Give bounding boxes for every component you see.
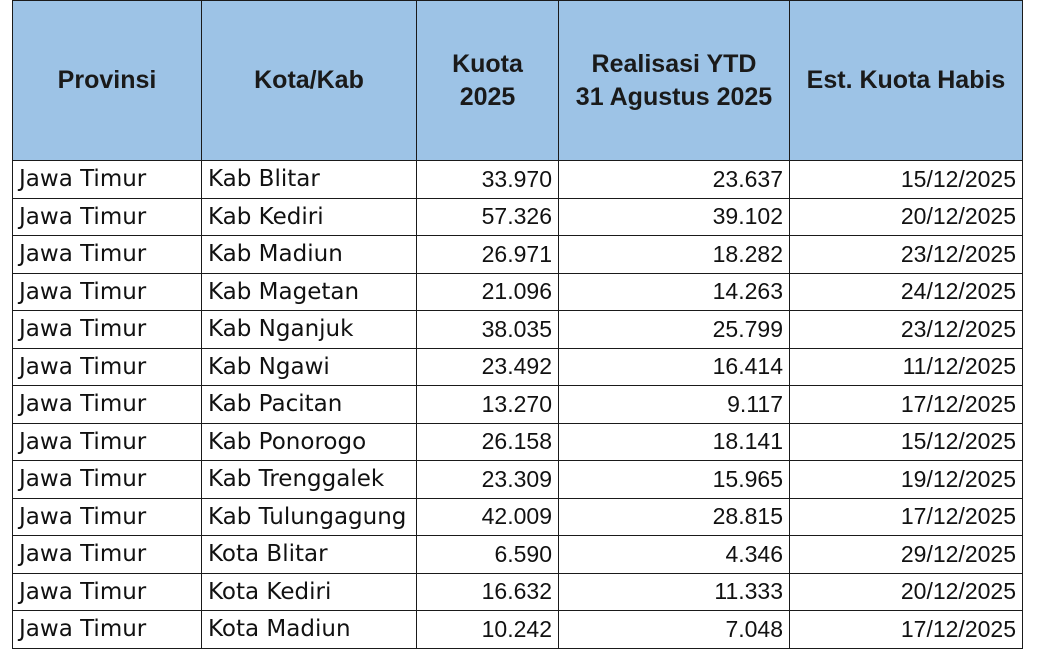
cell-provinsi[interactable]: Jawa Timur (12, 497, 202, 536)
cell-provinsi[interactable]: Jawa Timur (12, 347, 202, 386)
cell-provinsi[interactable]: Jawa Timur (12, 272, 202, 311)
cell-provinsi[interactable]: Jawa Timur (12, 160, 202, 199)
header-est-kuota-habis[interactable]: Est. Kuota Habis (789, 0, 1023, 161)
table-row: Jawa Timur Kab Nganjuk 38.035 25.799 23/… (12, 310, 1023, 349)
header-kuota-line2: 2025 (459, 82, 516, 111)
cell-realisasi[interactable]: 4.346 (558, 535, 790, 574)
cell-kota[interactable]: Kab Blitar (201, 160, 417, 199)
spreadsheet-area: Provinsi Kota/Kab Kuota 2025 Realisasi Y… (12, 0, 1024, 649)
cell-est[interactable]: 15/12/2025 (789, 160, 1023, 199)
header-kuota[interactable]: Kuota 2025 (416, 0, 559, 161)
cell-kota[interactable]: Kota Blitar (201, 535, 417, 574)
header-est-label: Est. Kuota Habis (806, 66, 1006, 94)
cell-provinsi[interactable]: Jawa Timur (12, 460, 202, 499)
header-kota-kab-label: Kota/Kab (254, 66, 364, 94)
cell-kota[interactable]: Kab Magetan (201, 272, 417, 311)
table-row: Jawa Timur Kab Magetan 21.096 14.263 24/… (12, 272, 1023, 311)
cell-kuota[interactable]: 23.309 (416, 460, 559, 499)
cell-kuota[interactable]: 21.096 (416, 272, 559, 311)
cell-kuota[interactable]: 26.971 (416, 235, 559, 274)
quota-table: Provinsi Kota/Kab Kuota 2025 Realisasi Y… (12, 0, 1023, 649)
cell-kuota[interactable]: 26.158 (416, 422, 559, 461)
cell-est[interactable]: 17/12/2025 (789, 610, 1023, 649)
header-realisasi[interactable]: Realisasi YTD 31 Agustus 2025 (558, 0, 790, 161)
cell-kuota[interactable]: 23.492 (416, 347, 559, 386)
cell-provinsi[interactable]: Jawa Timur (12, 235, 202, 274)
cell-est[interactable]: 11/12/2025 (789, 347, 1023, 386)
cell-kuota[interactable]: 33.970 (416, 160, 559, 199)
cell-provinsi[interactable]: Jawa Timur (12, 610, 202, 649)
cell-kuota[interactable]: 16.632 (416, 572, 559, 611)
cell-realisasi[interactable]: 18.141 (558, 422, 790, 461)
cell-realisasi[interactable]: 28.815 (558, 497, 790, 536)
cell-kota[interactable]: Kab Trenggalek (201, 460, 417, 499)
cell-realisasi[interactable]: 7.048 (558, 610, 790, 649)
cell-realisasi[interactable]: 9.117 (558, 385, 790, 424)
cell-est[interactable]: 20/12/2025 (789, 572, 1023, 611)
cell-kota[interactable]: Kab Ngawi (201, 347, 417, 386)
cell-realisasi[interactable]: 25.799 (558, 310, 790, 349)
cell-est[interactable]: 15/12/2025 (789, 422, 1023, 461)
table-row: Jawa Timur Kab Ponorogo 26.158 18.141 15… (12, 422, 1023, 461)
cell-kota[interactable]: Kota Kediri (201, 572, 417, 611)
header-provinsi[interactable]: Provinsi (12, 0, 202, 161)
cell-est[interactable]: 20/12/2025 (789, 197, 1023, 236)
cell-est[interactable]: 17/12/2025 (789, 497, 1023, 536)
cell-est[interactable]: 17/12/2025 (789, 385, 1023, 424)
cell-realisasi[interactable]: 39.102 (558, 197, 790, 236)
cell-realisasi[interactable]: 14.263 (558, 272, 790, 311)
cell-realisasi[interactable]: 23.637 (558, 160, 790, 199)
cell-kuota[interactable]: 42.009 (416, 497, 559, 536)
cell-provinsi[interactable]: Jawa Timur (12, 572, 202, 611)
cell-est[interactable]: 24/12/2025 (789, 272, 1023, 311)
header-row: Provinsi Kota/Kab Kuota 2025 Realisasi Y… (12, 0, 1023, 161)
table-row: Jawa Timur Kab Kediri 57.326 39.102 20/1… (12, 197, 1023, 236)
cell-kuota[interactable]: 6.590 (416, 535, 559, 574)
table-row: Jawa Timur Kab Madiun 26.971 18.282 23/1… (12, 235, 1023, 274)
table-row: Jawa Timur Kota Kediri 16.632 11.333 20/… (12, 572, 1023, 611)
cell-realisasi[interactable]: 11.333 (558, 572, 790, 611)
cell-realisasi[interactable]: 18.282 (558, 235, 790, 274)
cell-kota[interactable]: Kab Pacitan (201, 385, 417, 424)
table-row: Jawa Timur Kota Blitar 6.590 4.346 29/12… (12, 535, 1023, 574)
cell-provinsi[interactable]: Jawa Timur (12, 535, 202, 574)
cell-kota[interactable]: Kota Madiun (201, 610, 417, 649)
cell-provinsi[interactable]: Jawa Timur (12, 310, 202, 349)
table-row: Jawa Timur Kab Ngawi 23.492 16.414 11/12… (12, 347, 1023, 386)
cell-provinsi[interactable]: Jawa Timur (12, 197, 202, 236)
table-row: Jawa Timur Kab Trenggalek 23.309 15.965 … (12, 460, 1023, 499)
header-realisasi-line2: 31 Agustus 2025 (575, 82, 773, 111)
header-kuota-line1: Kuota (452, 49, 523, 78)
cell-est[interactable]: 23/12/2025 (789, 310, 1023, 349)
cell-kota[interactable]: Kab Ponorogo (201, 422, 417, 461)
cell-provinsi[interactable]: Jawa Timur (12, 385, 202, 424)
table-row: Jawa Timur Kota Madiun 10.242 7.048 17/1… (12, 610, 1023, 649)
cell-kuota[interactable]: 13.270 (416, 385, 559, 424)
cell-kuota[interactable]: 10.242 (416, 610, 559, 649)
cell-realisasi[interactable]: 16.414 (558, 347, 790, 386)
cell-est[interactable]: 29/12/2025 (789, 535, 1023, 574)
cell-kuota[interactable]: 38.035 (416, 310, 559, 349)
table-body: Jawa Timur Kab Blitar 33.970 23.637 15/1… (12, 160, 1023, 649)
table-row: Jawa Timur Kab Tulungagung 42.009 28.815… (12, 497, 1023, 536)
cell-kota[interactable]: Kab Madiun (201, 235, 417, 274)
header-kota-kab[interactable]: Kota/Kab (201, 0, 417, 161)
table-row: Jawa Timur Kab Pacitan 13.270 9.117 17/1… (12, 385, 1023, 424)
cell-est[interactable]: 19/12/2025 (789, 460, 1023, 499)
table-row: Jawa Timur Kab Blitar 33.970 23.637 15/1… (12, 160, 1023, 199)
cell-kota[interactable]: Kab Nganjuk (201, 310, 417, 349)
header-provinsi-label: Provinsi (57, 66, 157, 94)
cell-kota[interactable]: Kab Tulungagung (201, 497, 417, 536)
cell-provinsi[interactable]: Jawa Timur (12, 422, 202, 461)
cell-est[interactable]: 23/12/2025 (789, 235, 1023, 274)
cell-kuota[interactable]: 57.326 (416, 197, 559, 236)
cell-kota[interactable]: Kab Kediri (201, 197, 417, 236)
cell-realisasi[interactable]: 15.965 (558, 460, 790, 499)
header-realisasi-line1: Realisasi YTD (591, 49, 757, 78)
